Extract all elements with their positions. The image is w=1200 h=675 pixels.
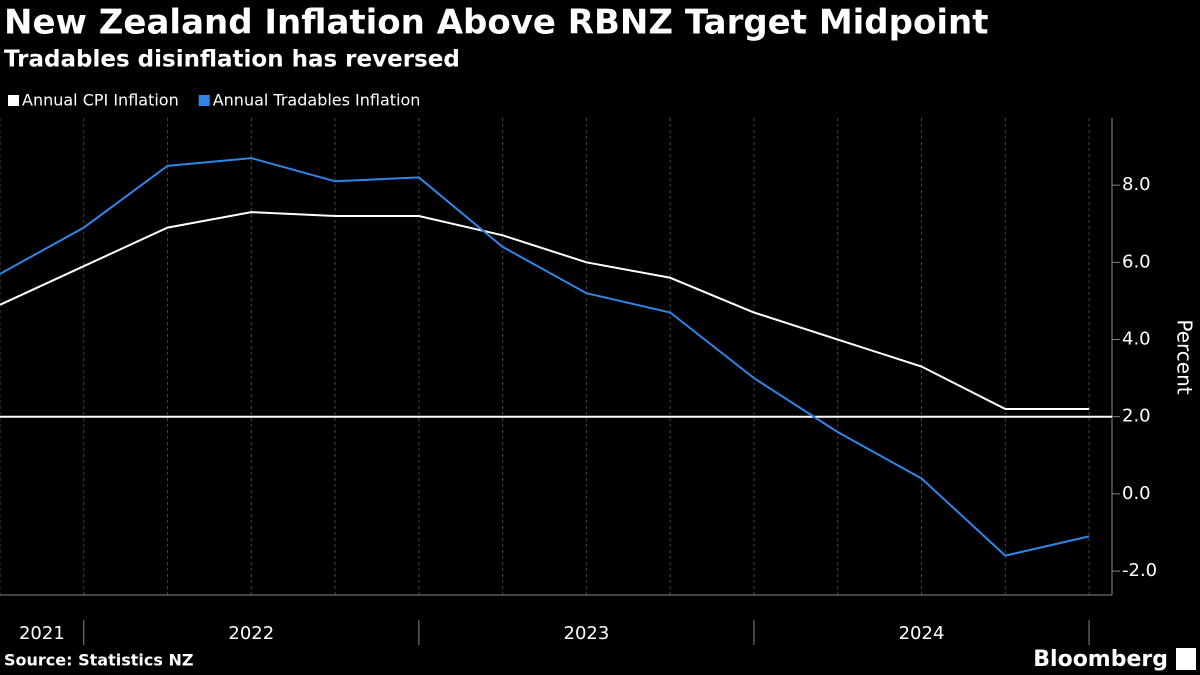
y-tick-label: -2.0 [1122, 560, 1157, 581]
y-tick-label: 4.0 [1122, 329, 1151, 350]
brand-icon [1176, 648, 1196, 670]
legend-label: Annual CPI Inflation [22, 91, 179, 110]
x-tick-label: 2021 [19, 623, 65, 644]
series-line [0, 211, 1090, 410]
x-tick-label: 2024 [899, 623, 945, 644]
y-tick-label: 2.0 [1122, 406, 1151, 427]
series-line [0, 157, 1090, 557]
legend-label: Annual Tradables Inflation [213, 91, 421, 110]
chart-title: New Zealand Inflation Above RBNZ Target … [4, 3, 988, 43]
source: Source: Statistics NZ [4, 651, 193, 670]
brand: Bloomberg [1033, 647, 1168, 672]
x-tick-label: 2023 [564, 623, 610, 644]
chart-subtitle: Tradables disinflation has reversed [4, 47, 460, 73]
x-tick-label: 2022 [228, 623, 274, 644]
legend-swatch [8, 95, 19, 106]
y-axis-label: Percent [1173, 319, 1197, 394]
y-tick-label: 0.0 [1122, 483, 1151, 504]
legend-swatch [198, 95, 210, 106]
y-tick-label: 6.0 [1122, 251, 1151, 272]
y-tick-label: 8.0 [1122, 174, 1151, 195]
